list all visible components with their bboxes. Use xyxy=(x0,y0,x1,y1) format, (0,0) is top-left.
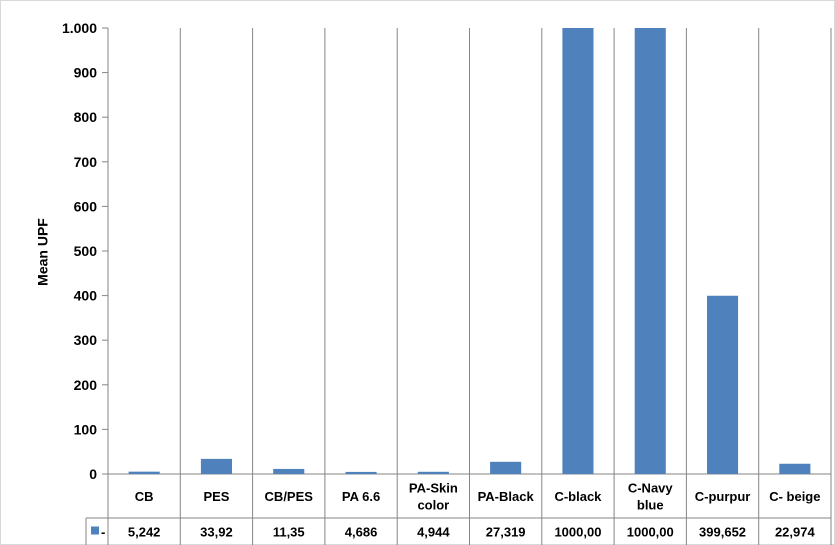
y-tick-label: 0 xyxy=(89,466,97,482)
y-axis-title: Mean UPF xyxy=(35,218,51,286)
bar xyxy=(490,461,522,474)
data-table-value: 11,35 xyxy=(273,525,305,540)
category-label: C- beige xyxy=(769,489,820,504)
y-tick-label: 300 xyxy=(74,332,98,348)
category-label: PA 6.6 xyxy=(342,489,380,504)
category-label: PA-Skin color xyxy=(409,481,458,513)
y-tick-label: 600 xyxy=(74,198,98,214)
category-label: CB/PES xyxy=(265,489,314,504)
data-table-value: 1000,00 xyxy=(627,525,674,540)
y-tick-label: 700 xyxy=(74,154,98,170)
data-table-value: 1000,00 xyxy=(554,525,601,540)
bar xyxy=(779,463,811,474)
category-label: C-black xyxy=(554,489,602,504)
bar xyxy=(345,471,377,474)
legend-swatch xyxy=(91,526,99,535)
y-tick-label: 1.000 xyxy=(62,20,97,36)
category-label: CB xyxy=(135,489,154,504)
category-label: C-purpur xyxy=(695,489,751,504)
data-table-value: 5,242 xyxy=(128,525,161,540)
category-label: PA-Black xyxy=(478,489,535,504)
bar xyxy=(634,28,666,474)
y-tick-label: 400 xyxy=(74,288,98,304)
y-tick-label: 800 xyxy=(74,109,98,125)
data-table-value: 22,974 xyxy=(775,525,816,540)
bar xyxy=(707,295,739,474)
data-table-value: 4,944 xyxy=(417,525,450,540)
bar xyxy=(128,471,160,474)
bar xyxy=(417,471,449,474)
data-table-value: 33,92 xyxy=(200,525,233,540)
y-tick-label: 900 xyxy=(74,65,98,81)
bar xyxy=(273,468,305,474)
y-tick-label: 100 xyxy=(74,421,98,437)
category-label: PES xyxy=(203,489,229,504)
category-label: C-Navy blue xyxy=(628,481,674,513)
bar xyxy=(200,458,232,474)
y-tick-label: 200 xyxy=(74,377,98,393)
y-tick-label: 500 xyxy=(74,243,98,259)
data-table-value: 4,686 xyxy=(345,525,378,540)
data-table-value: 399,652 xyxy=(699,525,746,540)
data-table-value: 27,319 xyxy=(486,525,526,540)
legend-label: - xyxy=(101,525,105,540)
bar xyxy=(562,28,594,474)
